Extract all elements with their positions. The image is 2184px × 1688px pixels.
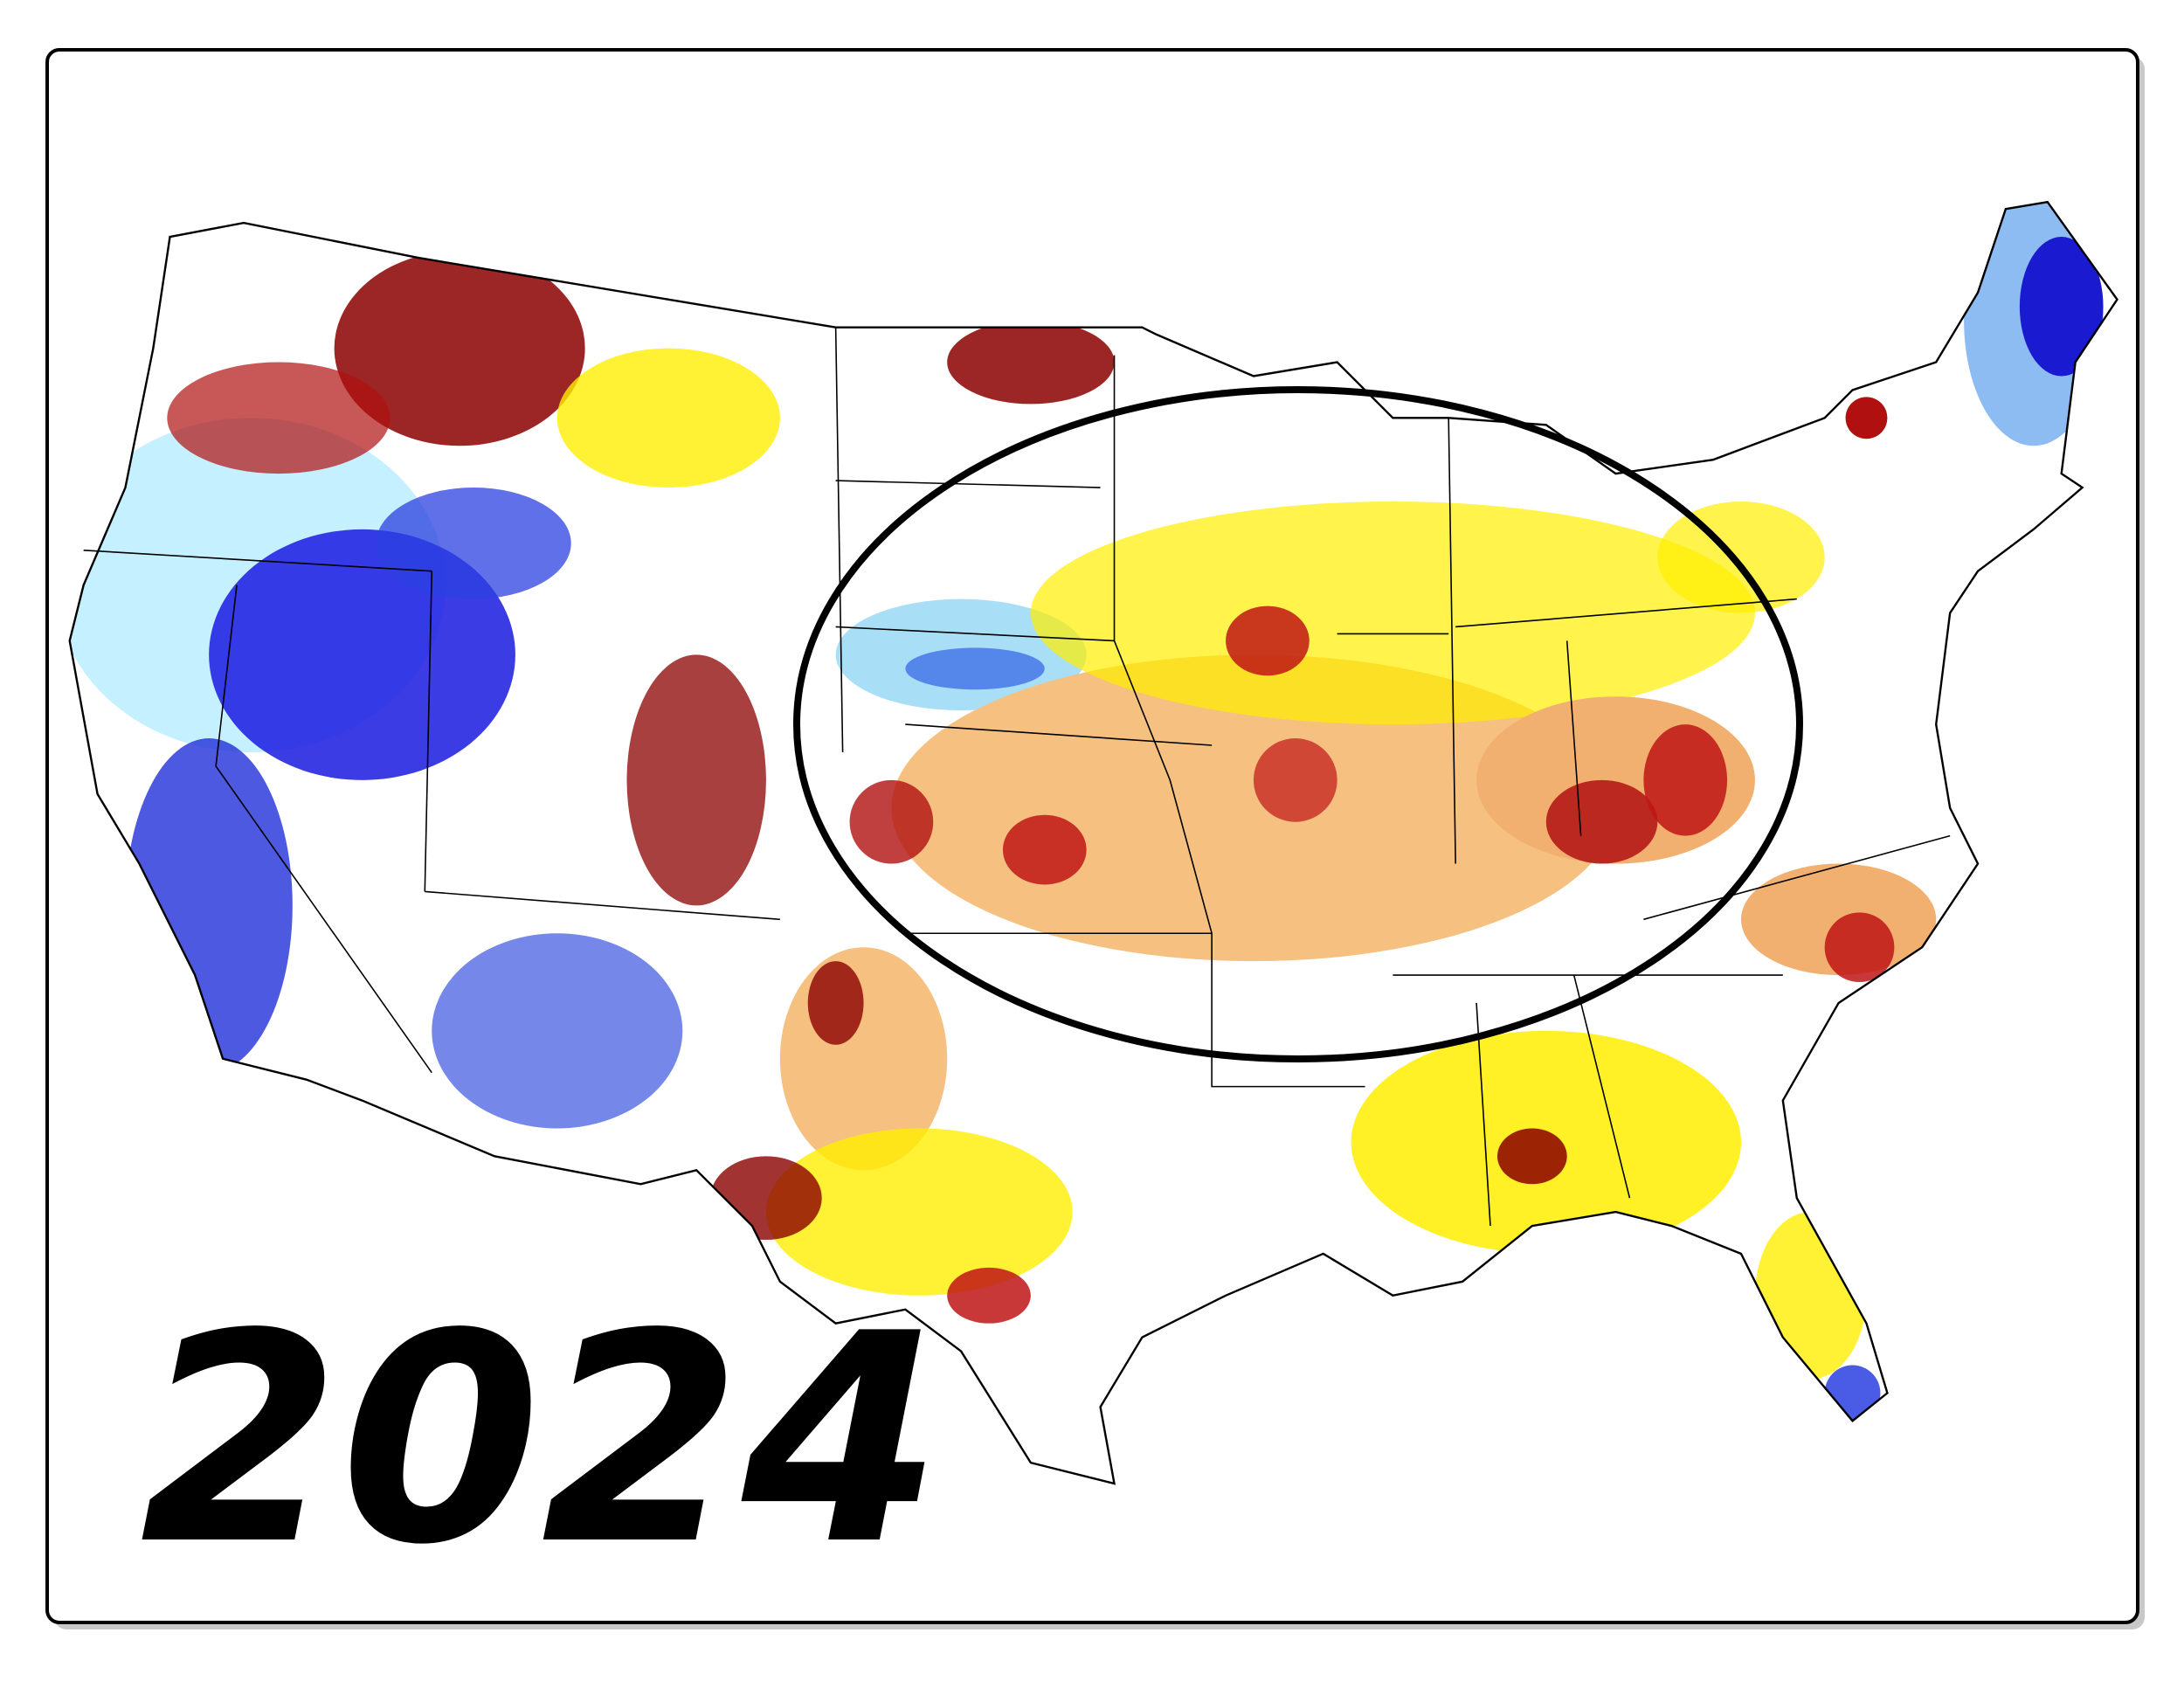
us-map xyxy=(68,200,2118,1485)
map-shape xyxy=(1845,397,1888,439)
state-lines xyxy=(83,327,1951,1227)
map-shape xyxy=(947,320,1115,405)
map-shape xyxy=(1226,605,1310,676)
map-shape xyxy=(1002,814,1087,885)
map-shape xyxy=(83,327,1951,1227)
map-shape xyxy=(947,1267,1031,1324)
map-shape xyxy=(626,654,766,906)
map-shape xyxy=(849,779,934,864)
map-shape xyxy=(1643,724,1728,836)
map-shape xyxy=(1657,501,1825,613)
map-shape xyxy=(1545,779,1658,864)
map-shape xyxy=(167,362,390,474)
map-shape xyxy=(556,348,780,488)
map-shape xyxy=(334,250,585,446)
map-shape xyxy=(765,1128,1073,1296)
map-shape xyxy=(1496,1128,1567,1185)
map-shape xyxy=(1824,912,1895,983)
map-shape xyxy=(376,488,571,599)
map-shape xyxy=(1253,738,1337,822)
map-shape xyxy=(2019,237,2104,377)
map-shape xyxy=(891,654,1616,962)
map-shape xyxy=(1030,501,1755,725)
highlight-ellipse xyxy=(793,386,1803,1062)
map-shape xyxy=(905,647,1045,690)
map-shape xyxy=(432,933,683,1129)
map-shape xyxy=(807,961,864,1045)
year-label: 2024 xyxy=(140,1272,942,1608)
